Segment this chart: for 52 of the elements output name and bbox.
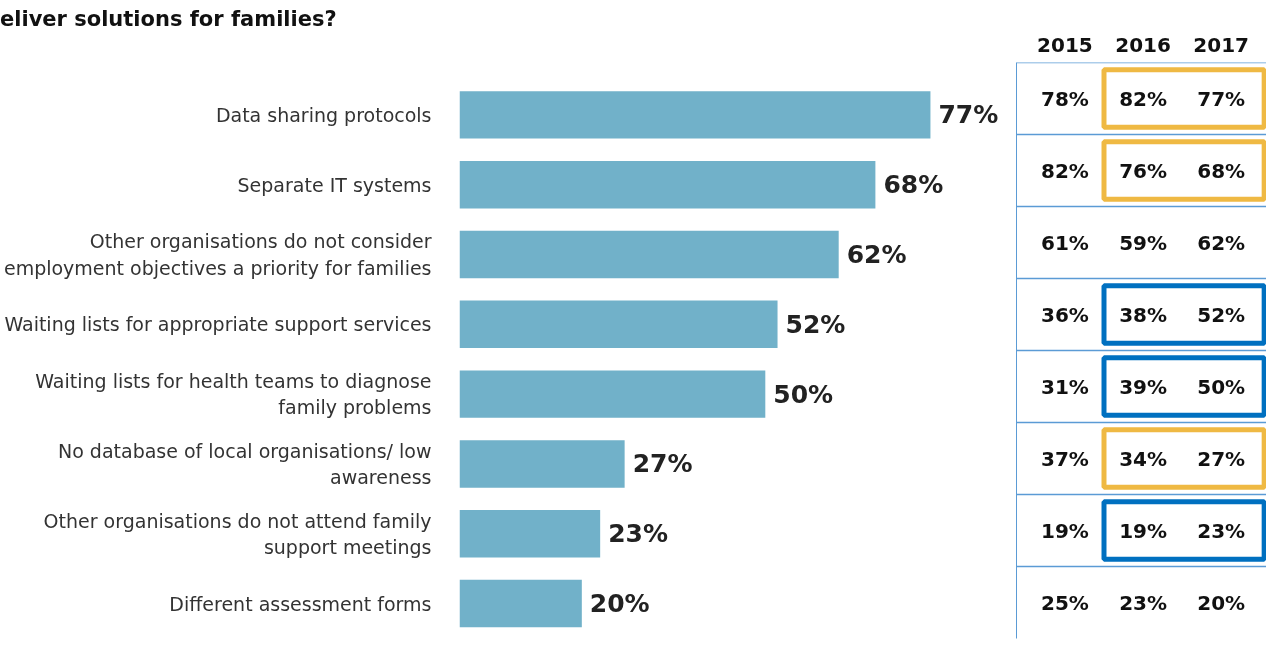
data-label: 20% [589,589,650,619]
text: 23% [1197,518,1246,543]
data-label: 52% [785,309,846,339]
y-tick-label: Waiting lists for health teams to diagnose family problems [35,369,432,419]
text: 25% [1041,590,1089,615]
text: 20% [1197,590,1246,615]
text: 59% [1119,230,1167,255]
data-label: 77% [938,100,999,130]
y-tick-label: Waiting lists for appropriate support services [4,313,432,336]
data-label: 23% [608,519,669,549]
bar [459,230,839,279]
category-label: 2015 [1037,32,1093,57]
bar [459,160,876,209]
text: 82% [1041,158,1089,183]
text: 68% [1197,158,1246,183]
text: 82% [1119,86,1167,111]
text: 78% [1041,86,1089,111]
text: eliver solutions for families? [0,6,337,33]
text: 77% [1197,86,1246,111]
bar [459,91,931,139]
text: 34% [1119,446,1167,471]
y-tick-label: No database of local organisations/ low awareness [57,439,432,489]
data-label: 50% [773,379,834,409]
bar [459,440,625,488]
bar [459,370,766,418]
text: 19% [1119,518,1167,543]
y-tick-label: Other organisations do not consider employment objectives a priority for families [3,230,432,279]
text: 27% [1197,446,1246,471]
data-label: 68% [883,170,944,200]
text: 50% [1197,374,1246,399]
data-label: 27% [632,449,693,479]
text: 23% [1119,590,1167,615]
text: 62% [1197,230,1246,255]
bar [459,510,601,558]
y-tick-label: Separate IT systems [237,173,432,196]
text: 37% [1041,446,1089,471]
text: 39% [1119,374,1167,399]
text: 38% [1119,302,1167,327]
category-label: 2016 [1115,32,1171,57]
y-tick-label: Different assessment forms [169,592,432,615]
category-label: 2017 [1193,32,1250,57]
bar [459,579,582,628]
text: 61% [1041,230,1089,255]
text: 76% [1119,158,1167,183]
y-tick-label: Data sharing protocols [215,103,432,126]
text: 52% [1197,302,1246,327]
bar [459,300,778,349]
y-tick-label: Other organisations do not attend family support meetings [43,509,432,558]
text: 31% [1041,374,1089,399]
text: 19% [1041,518,1089,543]
text: 36% [1041,302,1089,327]
data-label: 62% [846,240,907,269]
